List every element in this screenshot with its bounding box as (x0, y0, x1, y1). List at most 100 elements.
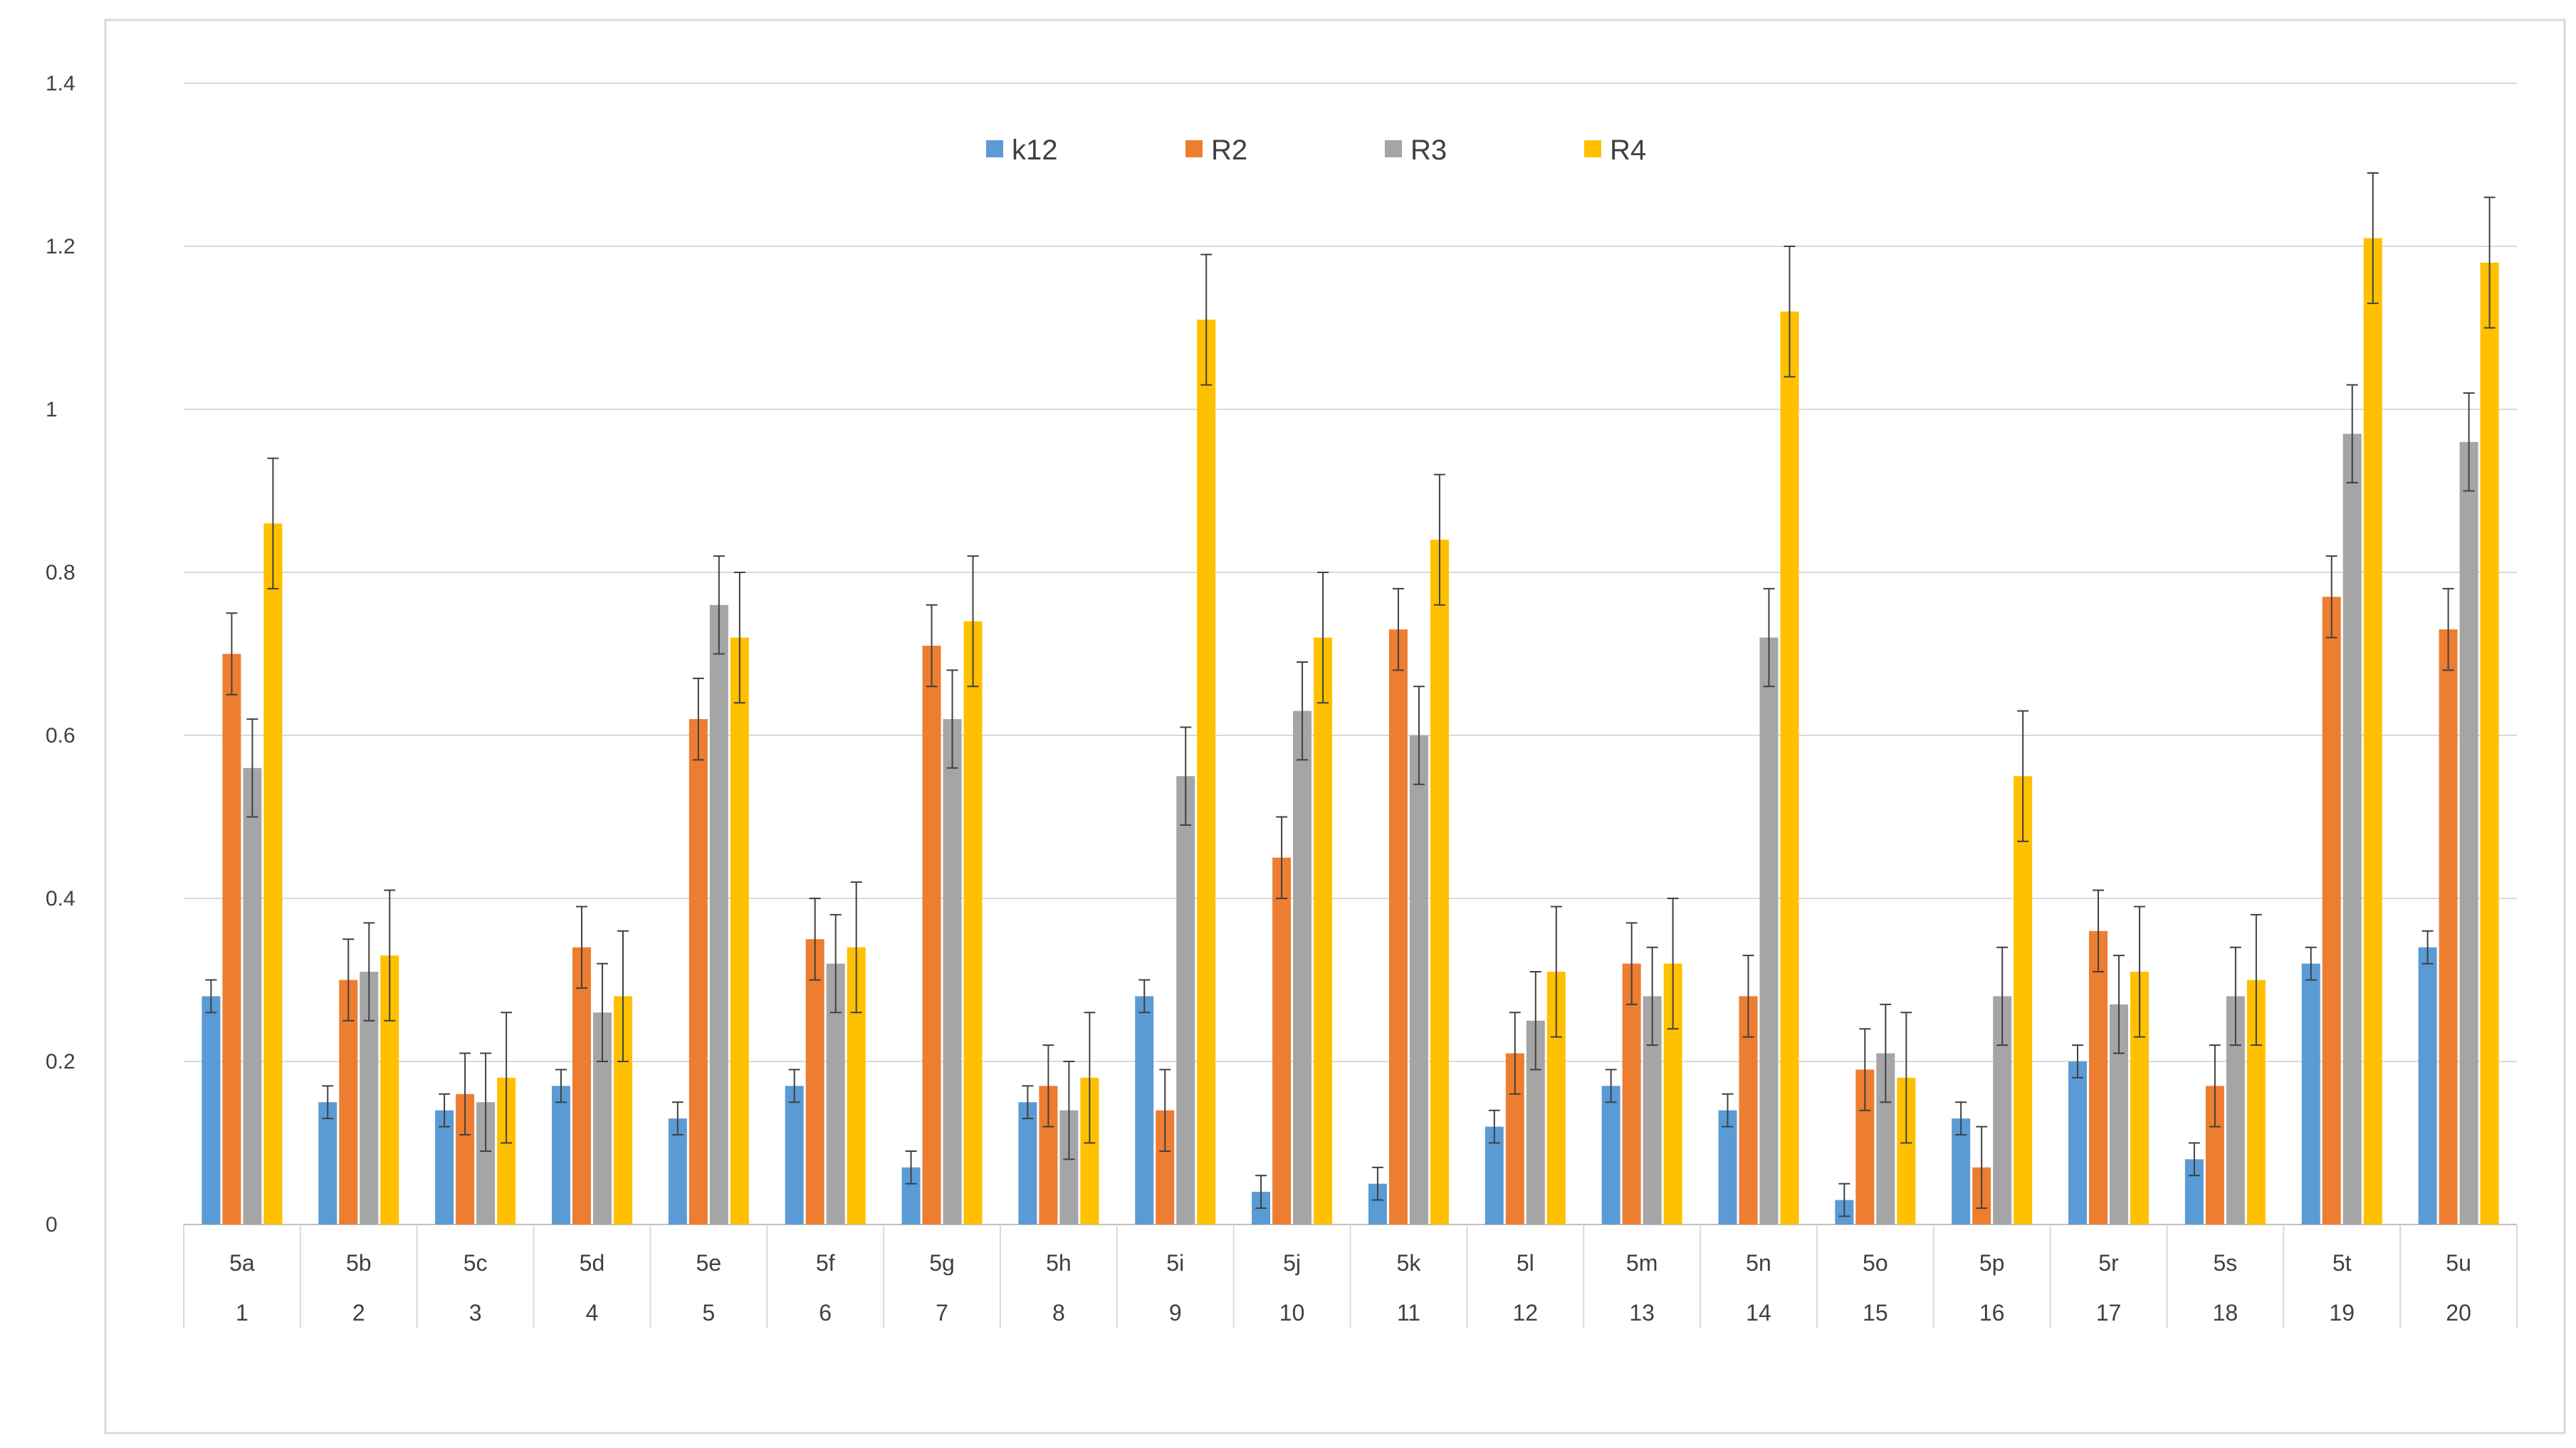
bar-r2-5d (572, 947, 591, 1224)
bar-k12-5p (1952, 1118, 1971, 1224)
x-category-number: 3 (469, 1300, 482, 1326)
legend-label-r2: R2 (1211, 135, 1247, 166)
bar-k12-5t (2301, 963, 2320, 1224)
x-category-number: 1 (236, 1300, 248, 1326)
x-category-number: 8 (1052, 1300, 1065, 1326)
x-category-label: 5a (229, 1250, 255, 1276)
bar-r2-5k (1388, 629, 1408, 1224)
bar-r3-5k (1409, 735, 1428, 1224)
x-category-label: 5n (1746, 1250, 1771, 1276)
x-category-label: 5e (696, 1250, 722, 1276)
x-category-label: 5g (929, 1250, 955, 1276)
bar-k12-5e (668, 1118, 687, 1224)
x-category-number: 18 (2213, 1300, 2239, 1326)
bar-r2-5f (805, 939, 824, 1224)
bar-r4-5t (2363, 238, 2382, 1224)
x-category-number: 4 (586, 1300, 599, 1326)
x-category-number: 15 (1863, 1300, 1888, 1326)
x-category-number: 6 (819, 1300, 832, 1326)
category-table: 5a 1 5b 2 5c 3 5d 4 5e 5 5f 6 5g 7 5h 8 5i 9 5j 10 5k 11 5l 12 5… (183, 1224, 2518, 1328)
legend-swatch-r4 (1584, 140, 1601, 157)
x-category-number: 16 (1979, 1300, 2005, 1326)
bar-r4-5i (1197, 320, 1216, 1224)
legend: k12 R2 R3 R4 (986, 135, 1646, 166)
legend-label-r4: R4 (1610, 135, 1646, 166)
x-category-label: 5d (580, 1250, 605, 1276)
y-tick-label: 1.4 (46, 72, 75, 95)
x-category-number: 2 (352, 1300, 365, 1326)
bar-r2-5e (688, 719, 708, 1224)
y-tick-label: 0.8 (46, 561, 75, 584)
x-category-label: 5f (816, 1250, 835, 1276)
bar-k12-5b (318, 1102, 337, 1224)
y-axis-tick-labels: 0 0.2 0.4 0.6 0.8 1 1.2 1.4 (46, 72, 75, 1237)
bar-r3-5t (2342, 434, 2362, 1224)
bar-r4-5g (963, 621, 983, 1224)
y-tick-label: 1 (46, 398, 58, 421)
bar-r2-5m (1622, 963, 1641, 1224)
bars (201, 238, 2499, 1225)
error-bars (205, 172, 2496, 1217)
x-category-label: 5s (2213, 1250, 2237, 1276)
x-category-number: 19 (2329, 1300, 2355, 1326)
bar-r2-5j (1272, 857, 1292, 1224)
y-tick-label: 0.4 (46, 887, 75, 911)
bar-r4-5j (1314, 637, 1333, 1224)
bar-r2-5u (2439, 629, 2458, 1224)
bar-r3-5j (1293, 710, 1312, 1224)
bar-r3-5u (2459, 441, 2478, 1224)
x-category-label: 5i (1166, 1250, 1184, 1276)
bar-k12-5i (1135, 996, 1154, 1224)
x-category-label: 5b (346, 1250, 372, 1276)
y-tick-label: 0.2 (46, 1050, 75, 1074)
x-category-label: 5j (1283, 1250, 1301, 1276)
bar-r2-5r (2089, 930, 2108, 1224)
bar-r3-5e (709, 604, 728, 1224)
legend-swatch-r3 (1385, 140, 1402, 157)
bar-r3-5g (943, 719, 962, 1224)
x-category-number: 9 (1169, 1300, 1182, 1326)
bar-r4-5p (2014, 776, 2033, 1224)
bar-r4-5a (263, 523, 283, 1224)
bar-k12-5d (551, 1086, 570, 1224)
y-tick-label: 1.2 (46, 235, 75, 258)
bar-k12-5n (1718, 1110, 1737, 1224)
bar-r4-5u (2480, 262, 2499, 1224)
bar-r3-5n (1759, 637, 1779, 1224)
x-category-label: 5h (1046, 1250, 1072, 1276)
x-category-label: 5t (2332, 1250, 2352, 1276)
bar-k12-5f (785, 1086, 804, 1224)
x-category-number: 17 (2096, 1300, 2122, 1326)
x-category-label: 5u (2446, 1250, 2471, 1276)
bar-r2-5a (222, 654, 241, 1224)
x-category-number: 11 (1397, 1300, 1420, 1326)
legend-label-k12: k12 (1012, 135, 1058, 166)
x-category-label: 5k (1397, 1250, 1422, 1276)
y-tick-label: 0 (46, 1213, 58, 1237)
x-category-label: 5m (1626, 1250, 1658, 1276)
bar-r3-5i (1176, 776, 1195, 1224)
y-tick-label: 0.6 (46, 724, 75, 747)
x-category-number: 14 (1746, 1300, 1771, 1326)
bar-r2-5g (922, 646, 941, 1224)
bar-r3-5a (243, 767, 262, 1224)
bar-r2-5t (2322, 597, 2341, 1224)
x-category-number: 7 (936, 1300, 948, 1326)
bar-k12-5c (435, 1110, 454, 1224)
x-category-label: 5l (1517, 1250, 1534, 1276)
bar-k12-5r (2068, 1061, 2088, 1224)
legend-label-r3: R3 (1410, 135, 1447, 166)
legend-swatch-k12 (986, 140, 1003, 157)
x-category-number: 12 (1512, 1300, 1538, 1326)
x-category-number: 20 (2446, 1300, 2471, 1326)
x-category-label: 5c (464, 1250, 488, 1276)
x-category-label: 5p (1979, 1250, 2005, 1276)
bar-r4-5k (1430, 540, 1449, 1224)
bar-k12-5m (1601, 1086, 1621, 1224)
bar-k12-5a (201, 996, 221, 1224)
x-category-number: 5 (702, 1300, 715, 1326)
legend-swatch-r2 (1185, 140, 1203, 157)
bar-r4-5e (730, 637, 749, 1224)
bar-k12-5u (2418, 947, 2437, 1224)
